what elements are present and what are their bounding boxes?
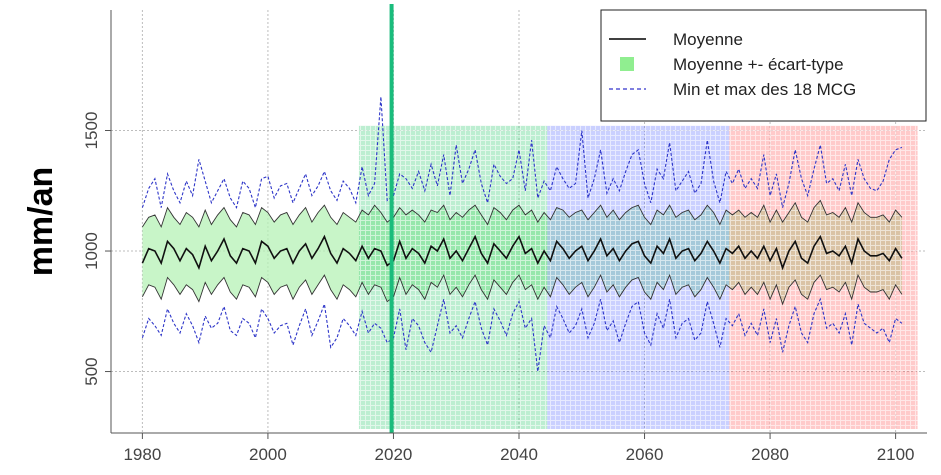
x-tick-label: 2020: [375, 445, 413, 464]
x-tick-label: 2000: [249, 445, 287, 464]
series-std-lower-line: [142, 273, 903, 306]
period-band: [729, 125, 918, 429]
x-tick-label: 2060: [626, 445, 664, 464]
period-band: [358, 125, 548, 429]
series-std-upper-line: [142, 199, 903, 229]
series-mean-line: [141, 234, 903, 271]
y-axis-title: mm/an: [22, 167, 60, 277]
series-max-line: [141, 96, 903, 210]
legend: Moyenne Moyenne +- écart-type Min et max d…: [600, 9, 927, 122]
y-tick-label: 1000: [82, 232, 101, 270]
x-tick-label: 2100: [877, 445, 915, 464]
x-tick-label: 2040: [500, 445, 538, 464]
series-min-line: [141, 297, 903, 372]
legend-label: Min et max des 18 MCG: [673, 80, 856, 99]
x-tick-label: 1980: [123, 445, 161, 464]
legend-label: Moyenne: [673, 30, 743, 49]
x-tick-label: 2080: [751, 445, 789, 464]
legend-swatch-std: [620, 57, 634, 71]
y-tick-label: 500: [82, 357, 101, 385]
y-tick-label: 1500: [82, 112, 101, 150]
legend-box: [600, 9, 927, 122]
legend-label: Moyenne +- écart-type: [673, 55, 844, 74]
